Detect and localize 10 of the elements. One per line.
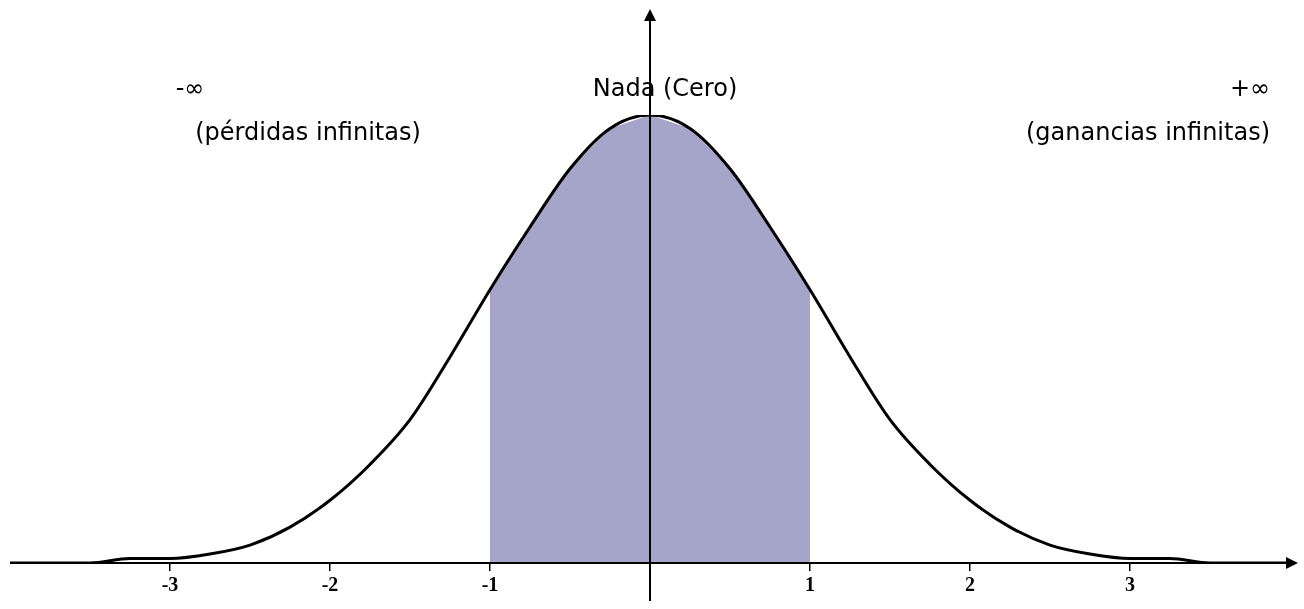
x-tick-label: -3 — [161, 573, 179, 596]
text: -∞ — [175, 74, 205, 102]
x-tick-label: 3 — [1125, 573, 1135, 596]
annotation: (pérdidas infinitas) — [195, 118, 421, 146]
x-tick-label: -1 — [481, 573, 499, 596]
annotation: (ganancias infinitas) — [1026, 118, 1270, 146]
x-tick-label: 1 — [805, 573, 815, 596]
x-tick-label: 2 — [965, 573, 975, 596]
x-tick-label: -2 — [321, 573, 339, 596]
text: +∞ — [1229, 74, 1271, 102]
